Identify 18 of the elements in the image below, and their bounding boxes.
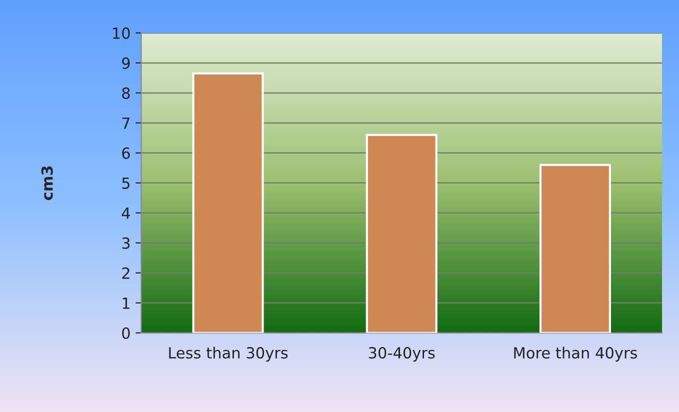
x-tick-label: Less than 30yrs <box>169 346 288 362</box>
y-tick-label: 9 <box>122 57 130 69</box>
y-tick-label: 7 <box>122 118 130 129</box>
y-axis-title: cm3 <box>41 166 53 200</box>
y-tick-label: 6 <box>122 147 130 159</box>
bar <box>366 134 438 333</box>
y-tick-label: 4 <box>122 208 130 219</box>
bar <box>192 72 264 333</box>
x-tick-label: More than 40yrs <box>514 346 637 362</box>
y-tick-label: 10 <box>113 27 130 39</box>
y-tick-label: 0 <box>122 327 130 339</box>
y-tick-label: 5 <box>122 178 130 189</box>
bar <box>539 164 611 333</box>
y-tick-label: 3 <box>122 237 130 249</box>
y-tick-label: 1 <box>122 298 130 309</box>
x-tick-label: 30-40yrs <box>368 347 435 362</box>
y-tick-label: 2 <box>122 267 130 279</box>
y-tick-label: 8 <box>122 87 130 99</box>
